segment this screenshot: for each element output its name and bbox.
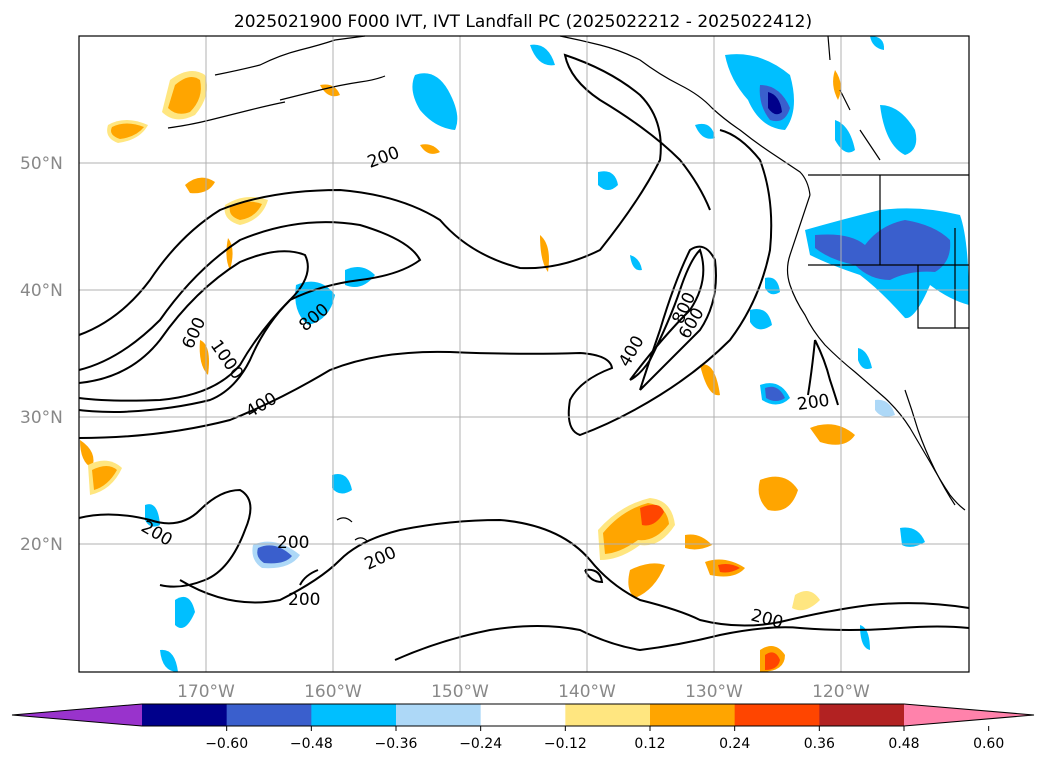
- colorbar-segment: [396, 704, 482, 726]
- lat-label: 30°N: [20, 408, 63, 428]
- colorbar-tick-label: 0.36: [804, 736, 835, 752]
- lon-label: 140°W: [558, 682, 616, 702]
- colorbar-outline: [11, 703, 1035, 727]
- colorbar-segment: [734, 704, 820, 726]
- colorbar-tick-label: 0.48: [888, 736, 919, 752]
- lon-label: 130°W: [685, 682, 743, 702]
- colorbar-segment: [650, 704, 736, 726]
- lon-label: 120°W: [812, 682, 870, 702]
- colorbar-tick-label: 0.12: [634, 736, 665, 752]
- lon-label: 170°W: [177, 682, 235, 702]
- lat-label: 40°N: [20, 281, 63, 301]
- lon-label: 160°W: [304, 682, 362, 702]
- map-panel: 200 200 200 200 200 200 200 400 400 600 …: [78, 35, 970, 673]
- colorbar-tick-label: −0.48: [290, 736, 333, 752]
- colorbar-segment: [565, 704, 651, 726]
- colorbar-tick-label: −0.60: [205, 736, 248, 752]
- contour-label: 200: [277, 533, 309, 553]
- ivt-contours: [78, 53, 970, 661]
- colorbar-segment: [819, 704, 905, 726]
- lon-label: 150°W: [431, 682, 489, 702]
- colorbar-tick-label: −0.36: [375, 736, 418, 752]
- colorbar-tick-label: 0.60: [973, 736, 1004, 752]
- colorbar-extend-high: [904, 704, 1034, 726]
- colorbar: −0.60 −0.48 −0.36 −0.24 −0.12 0.12 0.24 0.36 0.4…: [11, 703, 1035, 752]
- map-frame: [78, 35, 970, 673]
- gridlines: [79, 36, 969, 672]
- colorbar-tick-label: −0.24: [459, 736, 502, 752]
- colorbar-segment: [480, 704, 566, 726]
- contour-label: 200: [288, 590, 320, 610]
- lat-label: 20°N: [20, 535, 63, 555]
- colorbar-segment: [311, 704, 397, 726]
- longitude-labels: 170°W 160°W 150°W 140°W 130°W 120°W: [177, 682, 870, 702]
- latitude-labels: 50°N 40°N 30°N 20°N: [20, 154, 63, 555]
- lat-label: 50°N: [20, 154, 63, 174]
- plot-title: 2025021900 F000 IVT, IVT Landfall PC (20…: [234, 12, 812, 32]
- contour-label: 200: [796, 391, 831, 415]
- colorbar-segment: [226, 704, 312, 726]
- coastlines: [167, 35, 969, 543]
- colorbar-extend-low: [12, 704, 142, 726]
- colorbar-tick-label: 0.24: [719, 736, 750, 752]
- colorbar-tick-label: −0.12: [544, 736, 587, 752]
- colorbar-segment: [142, 704, 228, 726]
